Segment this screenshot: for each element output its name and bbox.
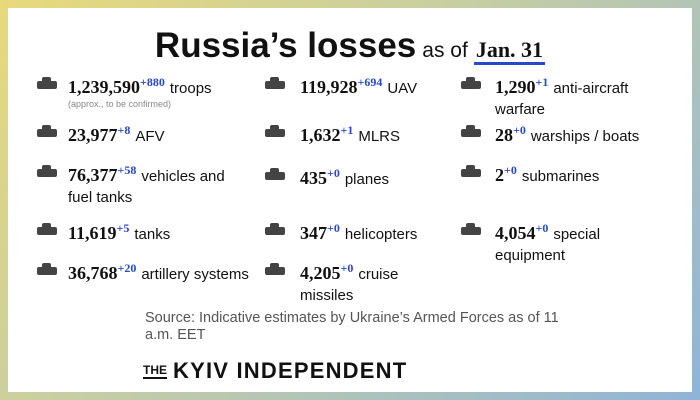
loss-item: 36,768+20 artillery systems bbox=[68, 258, 253, 285]
loss-delta: +0 bbox=[535, 221, 549, 235]
loss-label: planes bbox=[344, 171, 390, 188]
loss-value: 11,619 bbox=[68, 223, 117, 243]
loss-delta: +0 bbox=[340, 261, 354, 275]
loss-value: 1,239,590 bbox=[68, 77, 140, 97]
loss-value: 36,768 bbox=[68, 263, 118, 283]
loss-item: 119,928+694 UAV bbox=[300, 72, 450, 99]
loss-item: 4,054+0 special equipment bbox=[495, 218, 645, 266]
loss-value: 23,977 bbox=[68, 125, 118, 145]
loss-value: 28 bbox=[495, 125, 513, 145]
icon bbox=[37, 263, 57, 275]
loss-label: submarines bbox=[521, 168, 600, 185]
loss-label: special equipment bbox=[495, 226, 601, 264]
loss-delta: +5 bbox=[116, 221, 130, 235]
source: Source: Indicative estimates by Ukraine’… bbox=[145, 310, 559, 343]
loss-note: (approx., to be confirmed) bbox=[68, 99, 172, 109]
loss-label: cruise missiles bbox=[300, 266, 399, 304]
title: Russia’s losses bbox=[154, 26, 417, 65]
icon bbox=[461, 165, 481, 177]
loss-label: vehicles and fuel tanks bbox=[68, 168, 225, 206]
loss-label: tanks bbox=[134, 226, 171, 243]
loss-item: 435+0 planes bbox=[300, 163, 450, 190]
loss-label: MLRS bbox=[358, 128, 401, 145]
loss-delta: +1 bbox=[535, 75, 549, 89]
loss-item: 11,619+5 tanks bbox=[68, 218, 258, 245]
brand-name: KYIV INDEPENDENT bbox=[173, 358, 408, 383]
title-row: Russia’s losses as of Jan. 31 bbox=[8, 26, 692, 66]
loss-value: 76,377 bbox=[68, 165, 118, 185]
loss-item: 347+0 helicopters bbox=[300, 218, 450, 245]
icon bbox=[265, 168, 285, 180]
loss-delta: +0 bbox=[504, 163, 517, 177]
brand: THE KYIV INDEPENDENT bbox=[143, 358, 407, 384]
loss-delta: +694 bbox=[357, 75, 383, 89]
loss-item: 1,290+1 anti-aircraft warfare bbox=[495, 72, 655, 120]
icon bbox=[265, 223, 285, 235]
icon bbox=[461, 223, 481, 235]
loss-item: 1,239,590+880 troops (approx., to be confi… bbox=[68, 72, 258, 109]
card: Russia’s losses as of Jan. 31 Source: Indi… bbox=[8, 8, 692, 392]
icon bbox=[37, 125, 57, 137]
loss-delta: +0 bbox=[327, 166, 340, 180]
icon bbox=[37, 77, 57, 89]
loss-delta: +0 bbox=[513, 123, 526, 137]
icon bbox=[37, 165, 57, 177]
loss-delta: +58 bbox=[117, 163, 137, 177]
loss-label: AFV bbox=[135, 128, 165, 145]
loss-value: 1,632 bbox=[300, 125, 341, 145]
icon bbox=[265, 77, 285, 89]
loss-item: 23,977+8 AFV bbox=[68, 120, 258, 147]
loss-label: anti-aircraft warfare bbox=[495, 80, 629, 118]
brand-prefix: THE bbox=[143, 363, 167, 379]
loss-value: 1,290 bbox=[495, 77, 536, 97]
loss-label: troops bbox=[169, 80, 212, 97]
loss-item: 1,632+1 MLRS bbox=[300, 120, 450, 147]
icon bbox=[265, 263, 285, 275]
loss-label: artillery systems bbox=[141, 266, 249, 283]
loss-value: 119,928 bbox=[300, 77, 358, 97]
icon bbox=[37, 223, 57, 235]
loss-label: UAV bbox=[387, 80, 418, 97]
loss-label: warships / boats bbox=[530, 128, 640, 145]
icon bbox=[461, 77, 481, 89]
loss-item: 28+0 warships / boats bbox=[495, 120, 680, 147]
loss-value: 435 bbox=[300, 168, 327, 188]
loss-delta: +1 bbox=[340, 123, 354, 137]
date: Jan. 31 bbox=[473, 37, 546, 65]
loss-label: helicopters bbox=[344, 226, 418, 243]
loss-delta: +8 bbox=[117, 123, 131, 137]
loss-value: 347 bbox=[300, 223, 327, 243]
icon bbox=[265, 125, 285, 137]
loss-value: 4,054 bbox=[495, 223, 536, 243]
loss-delta: +0 bbox=[327, 221, 340, 235]
loss-item: 4,205+0 cruise missiles bbox=[300, 258, 450, 306]
loss-delta: +20 bbox=[117, 261, 137, 275]
icon bbox=[461, 125, 481, 137]
loss-value: 4,205 bbox=[300, 263, 341, 283]
as-of: as of bbox=[422, 39, 468, 62]
loss-item: 2+0 submarines bbox=[495, 160, 680, 187]
loss-item: 76,377+58 vehicles and fuel tanks bbox=[68, 160, 253, 208]
loss-delta: +880 bbox=[140, 75, 165, 89]
loss-value: 2 bbox=[495, 165, 504, 185]
